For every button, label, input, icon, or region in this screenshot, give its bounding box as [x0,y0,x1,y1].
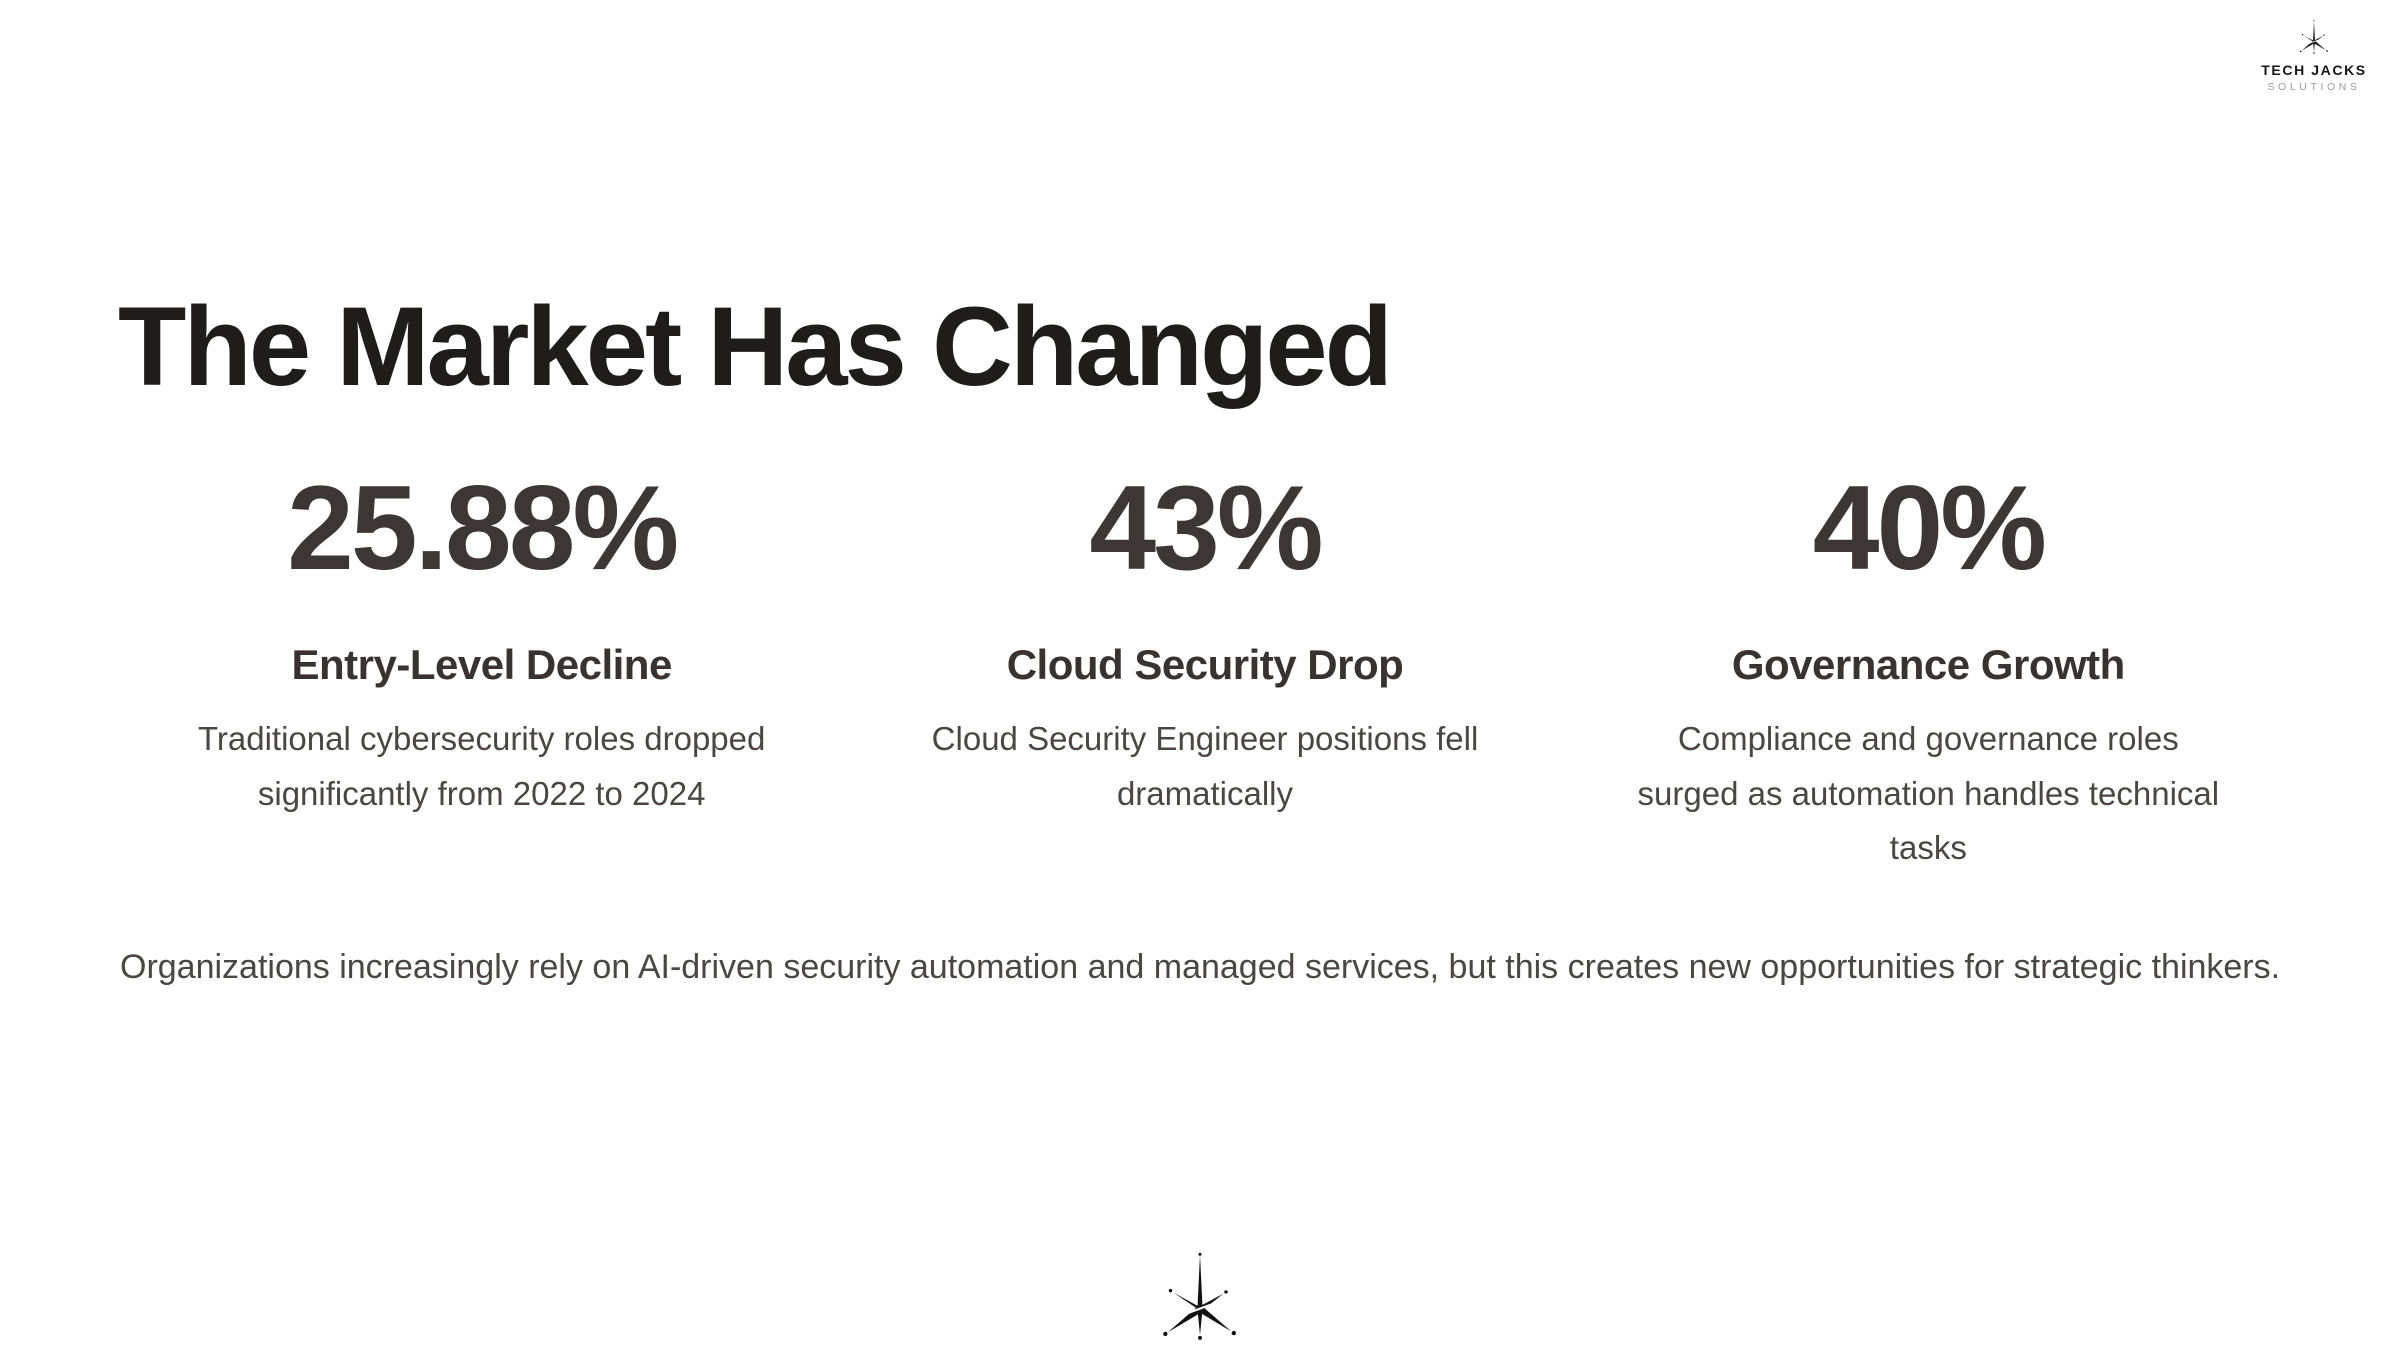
stat-card-governance: 40% Governance Growth Compliance and gov… [1567,462,2290,876]
stat-description-line: surged as automation handles technical [1637,774,2220,812]
stat-card-cloud-security: 43% Cloud Security Drop Cloud Security E… [843,462,1566,876]
stat-description: Traditional cybersecurity roles dropped … [130,712,833,821]
brand-logo: TECH JACKS SOLUTIONS [2254,20,2374,93]
stat-description: Cloud Security Engineer positions fell d… [853,712,1556,821]
stat-label: Governance Growth [1731,641,2125,688]
stat-description-line: significantly from 2022 to 2024 [257,774,706,812]
starburst-mark-icon [1161,1252,1239,1344]
page-title: The Market Has Changed [118,284,1393,409]
stat-label: Entry-Level Decline [291,641,673,688]
stat-description-line: Compliance and governance roles [1677,720,2179,758]
stat-value: 25.88% [287,461,679,595]
brand-name: TECH JACKS [2261,62,2367,78]
stat-label: Cloud Security Drop [1006,641,1404,688]
stat-description-line: tasks [1889,829,1967,867]
stat-card-entry-level: 25.88% Entry-Level Decline Traditional c… [120,462,843,876]
stats-row: 25.88% Entry-Level Decline Traditional c… [120,462,2290,876]
stat-description-line: dramatically [1116,774,1294,812]
summary-paragraph: Organizations increasingly rely on AI-dr… [120,948,2281,986]
starburst-logo-icon [2299,20,2329,55]
brand-subtitle: SOLUTIONS [2267,81,2361,93]
stat-value: 40% [1812,461,2047,595]
stat-description: Compliance and governance roles surged a… [1577,712,2280,875]
stat-description-line: Cloud Security Engineer positions fell [931,720,1479,758]
stat-description-line: Traditional cybersecurity roles dropped [197,720,766,758]
stat-value: 43% [1089,461,1323,595]
